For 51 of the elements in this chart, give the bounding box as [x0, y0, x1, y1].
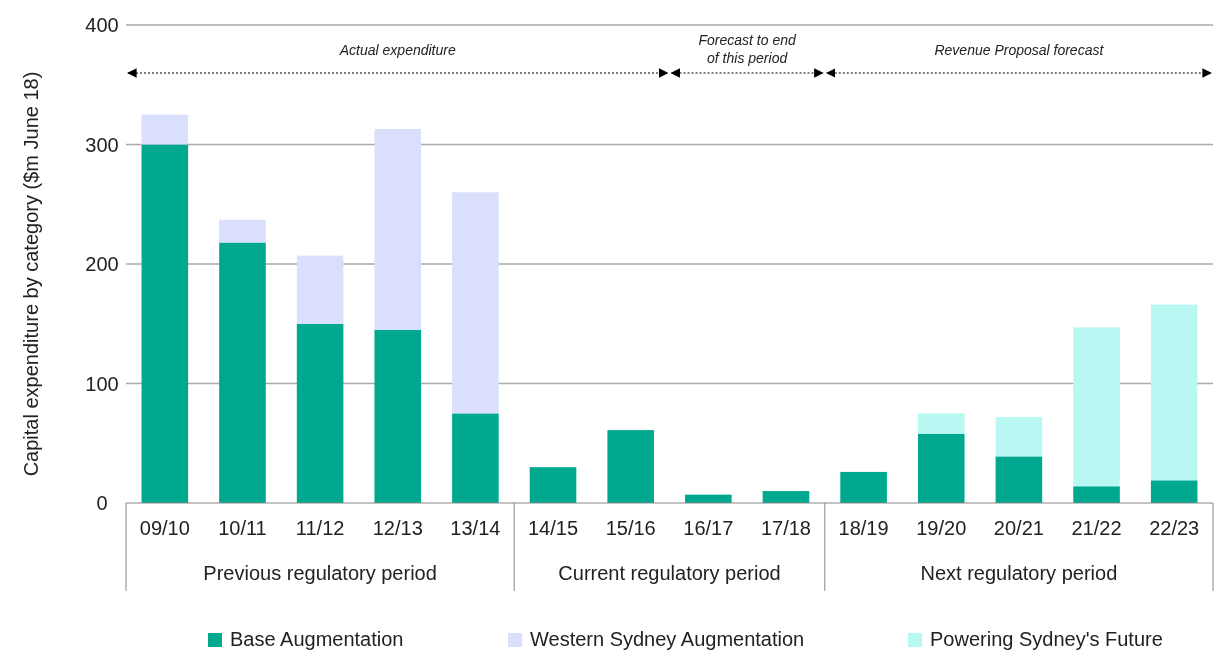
x-tick-label: 14/15	[528, 517, 579, 539]
x-tick-label: 10/11	[218, 517, 267, 539]
annotation: Forecast to end of this period	[698, 32, 797, 66]
bar	[452, 192, 499, 414]
bar	[219, 219, 266, 243]
bar	[141, 114, 189, 145]
text: Next regulatory period	[920, 562, 1118, 584]
y-tick-label: 200	[85, 253, 119, 275]
bar	[141, 144, 189, 503]
x-tick-label: 11/12	[295, 517, 345, 539]
x-tick-label: 16/17	[683, 517, 734, 539]
text: Previous regulatory period	[203, 562, 437, 584]
legend-label: Western Sydney Augmentation	[530, 628, 805, 650]
bar	[1073, 327, 1120, 487]
annotation: Actual expenditure	[338, 42, 456, 58]
x-tick-label: 22/23	[1149, 517, 1200, 539]
bar	[995, 456, 1043, 503]
bar	[296, 255, 344, 324]
x-tick-label: 17/18	[760, 517, 811, 539]
y-tick-label: 400	[85, 14, 119, 36]
bar	[529, 467, 577, 503]
legend-label: Powering Sydney's Future	[930, 628, 1163, 650]
y-tick-label: 0	[96, 492, 108, 514]
x-tick-label: 15/16	[605, 517, 656, 539]
bar	[840, 471, 887, 503]
bar	[452, 413, 499, 503]
bar	[374, 329, 422, 503]
y-axis-title: Capital expenditure by category ($m June 18)	[20, 71, 42, 477]
bar	[917, 433, 965, 503]
bar	[1073, 486, 1120, 503]
x-tick-label: 13/14	[450, 517, 501, 539]
bar	[762, 491, 810, 503]
bar	[374, 128, 422, 330]
bar	[995, 416, 1043, 457]
x-tick-label: 21/22	[1071, 517, 1122, 539]
x-tick-label: 09/10	[139, 517, 190, 539]
x-tick-label: 19/20	[916, 517, 967, 539]
bar	[1150, 480, 1198, 503]
bar	[917, 413, 965, 434]
annotation: Revenue Proposal forecast	[934, 42, 1105, 58]
bar	[219, 242, 266, 503]
bar	[296, 323, 344, 503]
text: Current regulatory period	[558, 562, 781, 584]
legend-label: Base Augmentation	[230, 628, 404, 650]
bar	[607, 430, 654, 503]
x-tick-label: 20/21	[993, 517, 1044, 539]
x-tick-label: 18/19	[838, 517, 889, 539]
y-tick-label: 100	[85, 372, 119, 395]
bar	[1150, 304, 1198, 481]
x-tick-label: 12/13	[372, 517, 423, 539]
y-tick-label: 300	[85, 133, 119, 156]
